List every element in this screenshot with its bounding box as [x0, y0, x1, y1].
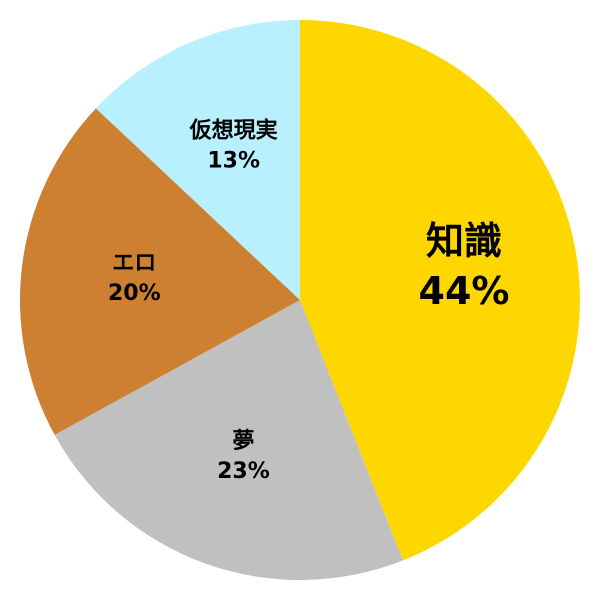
value-label: 20%	[108, 281, 161, 306]
value-label: 13%	[207, 149, 260, 174]
value-label: 23%	[217, 459, 270, 484]
pie-slice	[54, 300, 404, 580]
slice-label: 夢	[232, 429, 254, 454]
pie-slice	[19, 108, 300, 435]
pie-slice	[95, 20, 300, 300]
slice-label: 知識	[426, 219, 502, 263]
value-label: 44%	[419, 269, 510, 313]
slice-label: エロ	[112, 251, 156, 276]
pie-slice	[300, 20, 580, 561]
slice-label: 仮想現実	[189, 118, 278, 144]
